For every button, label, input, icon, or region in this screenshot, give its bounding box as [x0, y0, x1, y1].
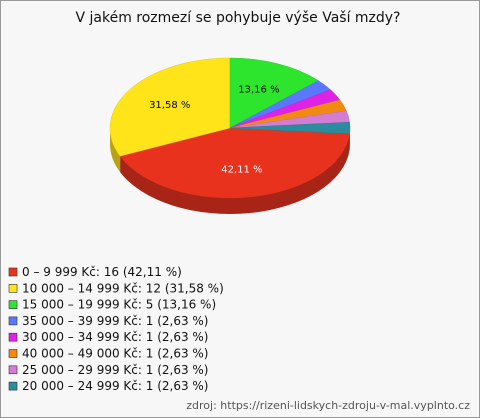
- legend-swatch: [8, 283, 18, 293]
- legend-label: 40 000 – 49 000 Kč: 1 (2,63 %): [22, 347, 209, 361]
- data-label: 42,11 %: [221, 164, 262, 175]
- source: zdroj: https://rizeni-lidskych-zdroju-v-…: [186, 399, 470, 412]
- legend-label: 30 000 – 34 999 Kč: 1 (2,63 %): [22, 330, 209, 344]
- legend-swatch: [8, 300, 18, 309]
- data-label: 13,16 %: [238, 85, 279, 96]
- legend-swatch: [8, 381, 18, 391]
- legend-label: 0 – 9 999 Kč: 16 (42,11 %): [22, 265, 182, 279]
- chart-title: V jakém rozmezí se pohybuje výše Vaší mz…: [75, 10, 400, 26]
- legend-label: 20 000 – 24 999 Kč: 1 (2,63 %): [22, 379, 209, 393]
- legend-swatch: [8, 267, 18, 277]
- slice: [109, 57, 231, 157]
- data-label: 31,58 %: [149, 100, 190, 111]
- slice-side: [120, 133, 350, 215]
- legend-swatch: [8, 316, 18, 326]
- legend-label: 25 000 – 29 999 Kč: 1 (2,63 %): [22, 363, 209, 377]
- legend-label: 15 000 – 19 999 Kč: 5 (13,16 %): [22, 298, 216, 312]
- legend-label: 10 000 – 14 999 Kč: 12 (31,58 %): [22, 281, 224, 295]
- legend-swatch: [8, 332, 18, 342]
- legend-swatch: [8, 365, 18, 375]
- legend-swatch: [8, 349, 18, 358]
- slice: [229, 57, 319, 129]
- slice: [229, 121, 351, 135]
- slice: [119, 127, 350, 199]
- slice-side: [110, 128, 121, 173]
- legend-label: 35 000 – 39 999 Kč: 1 (2,63 %): [22, 314, 209, 328]
